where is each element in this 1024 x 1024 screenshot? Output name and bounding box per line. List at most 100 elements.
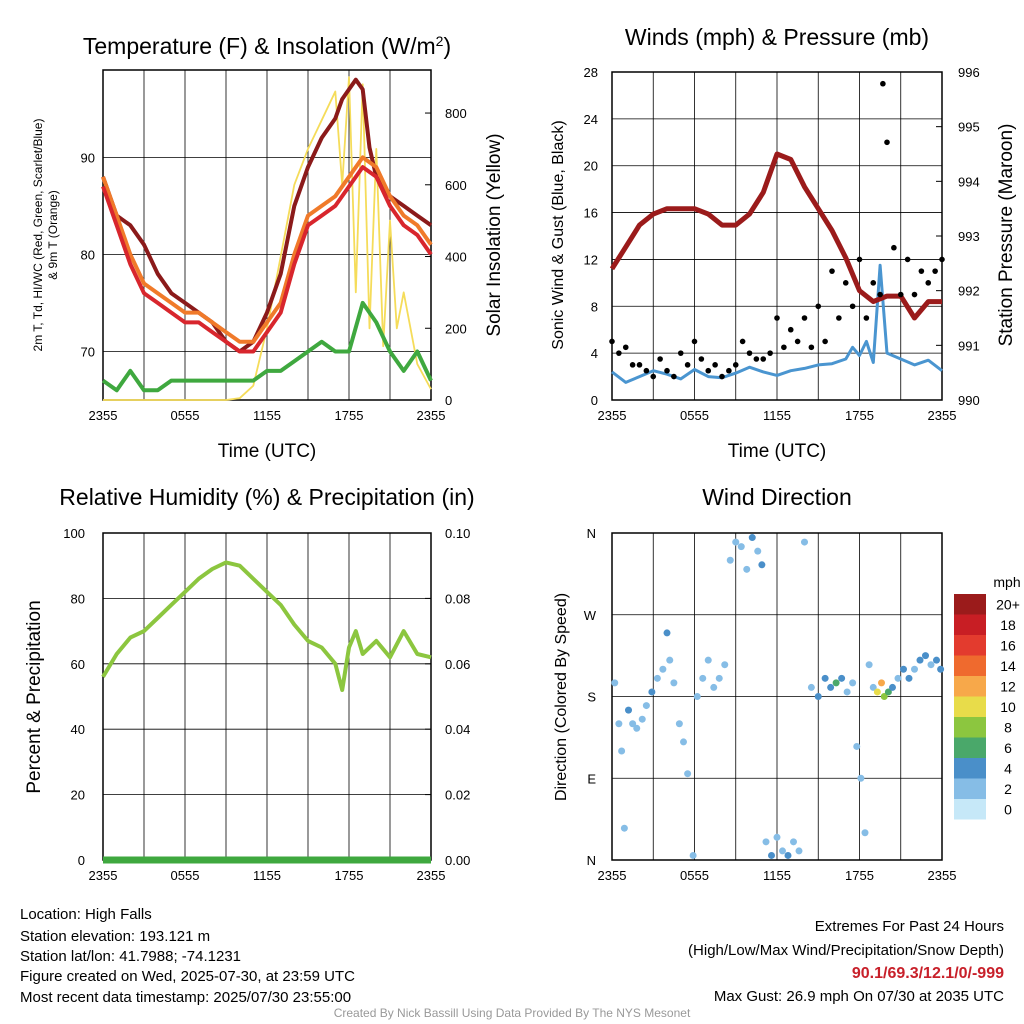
direction-point — [795, 847, 803, 855]
direction-point — [704, 656, 712, 664]
y2-tick-label: 600 — [445, 178, 467, 193]
gust-point — [746, 350, 753, 356]
gust-point — [753, 356, 760, 362]
y-tick-label: 0 — [78, 853, 85, 868]
gust-point — [684, 362, 691, 368]
chart-title: Winds (mph) & Pressure (mb) — [625, 24, 929, 50]
direction-point — [784, 851, 792, 859]
gust-point — [616, 350, 622, 356]
direction-point — [638, 715, 646, 723]
gust-point — [691, 338, 698, 345]
direction-point — [642, 702, 650, 710]
x-tick-label: 2355 — [928, 408, 957, 423]
gust-point — [918, 268, 925, 274]
y-tick-label: W — [584, 608, 597, 623]
direction-point — [732, 538, 740, 546]
direction-point — [629, 720, 637, 728]
x-tick-label: 1755 — [335, 868, 364, 883]
direction-point — [865, 661, 873, 669]
y-tick-label: 8 — [591, 299, 598, 314]
direction-point — [801, 538, 808, 546]
gust-point — [794, 338, 801, 345]
colorbar-swatch — [954, 696, 986, 717]
series-line-rh — [101, 560, 432, 692]
gust-point — [836, 315, 842, 321]
colorbar-label: 12 — [1000, 678, 1016, 694]
direction-point — [838, 674, 846, 682]
direction-point — [900, 665, 907, 673]
gust-point — [609, 338, 615, 345]
colorbar-swatch — [954, 614, 986, 635]
station-elevation: Station elevation: 193.121 m — [20, 928, 211, 945]
direction-point — [873, 688, 881, 696]
direction-point — [807, 683, 815, 691]
gust-point — [712, 362, 718, 368]
colorbar-label: 14 — [1000, 658, 1016, 674]
gust-point — [643, 367, 650, 374]
colorbar-swatch — [954, 778, 986, 799]
direction-point — [663, 629, 671, 637]
gust-point — [870, 280, 877, 286]
y2-tick-label: 0.00 — [445, 853, 470, 868]
y2-tick-label: 0.04 — [445, 722, 470, 737]
gust-point — [664, 367, 670, 374]
series-line-9m-t — [101, 155, 433, 344]
direction-point — [814, 693, 822, 700]
direction-point — [843, 688, 851, 696]
y2-tick-label: 992 — [958, 284, 980, 299]
direction-point — [894, 674, 902, 682]
direction-point — [670, 679, 678, 687]
y2-tick-label: 0.02 — [445, 788, 470, 803]
y-axis-label: 2m T, Td, HI/WC (Red, Green, Scarlet/Blu… — [31, 119, 45, 352]
colorbar-swatch — [954, 635, 986, 656]
chart-title: Temperature (F) & Insolation (W/m2) — [83, 33, 451, 59]
colorbar-label: 10 — [1000, 699, 1016, 715]
direction-point — [933, 656, 940, 664]
y2-tick-label: 200 — [445, 321, 467, 336]
extremes-values: 90.1/69.3/12.1/0/-999 — [851, 965, 1004, 982]
series-line-pressure — [609, 151, 942, 321]
direction-point — [853, 742, 861, 750]
direction-point — [726, 556, 734, 564]
x-tick-label: 1755 — [845, 868, 874, 883]
direction-point — [625, 706, 632, 714]
x-tick-label: 0555 — [680, 408, 709, 423]
direction-point — [790, 838, 797, 846]
direction-point — [878, 679, 885, 687]
y-tick-label: 4 — [591, 346, 598, 361]
gust-point — [829, 268, 835, 274]
gust-point — [726, 367, 732, 374]
gust-point — [842, 280, 849, 286]
direction-point — [648, 688, 656, 696]
gust-point — [925, 280, 932, 286]
gust-point — [719, 373, 725, 380]
direction-point — [680, 738, 687, 746]
x-tick-label: 2355 — [89, 868, 118, 883]
y-axis-label-2: & 9m T (Orange) — [46, 190, 60, 280]
direction-point — [857, 774, 865, 782]
direction-point — [748, 534, 756, 542]
y2-axis-label: Solar Insolation (Yellow) — [484, 133, 505, 336]
direction-point — [758, 561, 766, 569]
x-tick-label: 2355 — [417, 408, 446, 423]
direction-point — [880, 693, 888, 700]
y-tick-label: 0 — [591, 393, 598, 408]
extremes-subtitle: (High/Low/Max Wind/Precipitation/Snow De… — [688, 942, 1004, 959]
direction-point — [659, 665, 667, 673]
direction-point — [743, 565, 751, 573]
direction-point — [905, 674, 913, 682]
gust-point — [767, 350, 773, 356]
chart-title: Relative Humidity (%) & Precipitation (i… — [59, 484, 474, 510]
y-tick-label: 70 — [81, 344, 95, 359]
gust-point — [671, 373, 677, 380]
direction-point — [620, 824, 628, 832]
gust-point — [774, 315, 780, 321]
y2-tick-label: 994 — [958, 174, 980, 189]
direction-point — [633, 724, 641, 732]
y-tick-label: 28 — [584, 65, 598, 80]
direction-point — [666, 656, 674, 664]
chart-title: Wind Direction — [702, 484, 852, 510]
colorbar-label: 20+ — [996, 596, 1020, 612]
direction-point — [827, 683, 835, 691]
gust-point — [863, 315, 870, 321]
